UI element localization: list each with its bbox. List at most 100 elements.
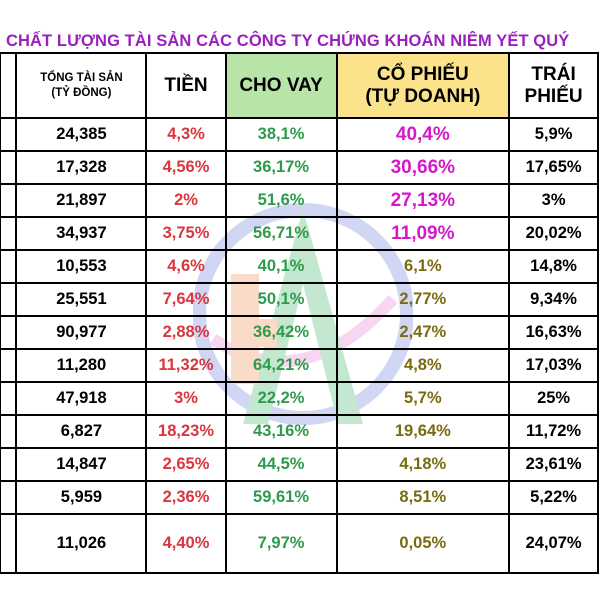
loans-cell: 38,1%: [224, 117, 338, 152]
table-row: 17,328 4,56% 36,17% 30,66% 17,65%: [0, 150, 599, 185]
bonds-cell: 9,34%: [508, 282, 599, 317]
table-row: 47,918 3% 22,2% 5,7% 25%: [0, 381, 599, 416]
total-assets-cell: 5,959: [15, 480, 148, 515]
bonds-cell: 5,9%: [508, 117, 599, 152]
total-assets-cell: 10,553: [15, 249, 148, 284]
loans-cell: 22,2%: [224, 381, 338, 416]
total-assets-cell: 25,551: [15, 282, 148, 317]
loans-cell: 51,6%: [224, 183, 338, 218]
cash-cell: 3,75%: [145, 216, 227, 251]
table-row: 21,897 2% 51,6% 27,13% 3%: [0, 183, 599, 218]
company-cell: [0, 183, 18, 218]
stocks-cell: 2,77%: [335, 282, 511, 317]
cash-cell: 11,32%: [145, 348, 227, 383]
stocks-cell: 19,64%: [335, 414, 511, 449]
loans-cell: 40,1%: [224, 249, 338, 284]
bonds-cell: 24,07%: [508, 513, 599, 574]
table-row: 90,977 2,88% 36,42% 2,47% 16,63%: [0, 315, 599, 350]
bonds-cell: 17,03%: [508, 348, 599, 383]
cash-cell: 7,64%: [145, 282, 227, 317]
loans-cell: 36,17%: [224, 150, 338, 185]
bonds-cell: 14,8%: [508, 249, 599, 284]
company-cell: [0, 513, 18, 574]
header-total-assets: TỔNG TÀI SẢN (TỶ ĐỒNG): [15, 52, 148, 119]
table-header-row: TỔNG TÀI SẢN (TỶ ĐỒNG) TIỀN CHO VAY CỔ PH…: [0, 52, 599, 119]
loans-cell: 59,61%: [224, 480, 338, 515]
total-assets-cell: 14,847: [15, 447, 148, 482]
stocks-cell: 0,05%: [335, 513, 511, 574]
table-row: 5,959 2,36% 59,61% 8,51% 5,22%: [0, 480, 599, 515]
cash-cell: 2,65%: [145, 447, 227, 482]
total-assets-cell: 34,937: [15, 216, 148, 251]
total-assets-cell: 47,918: [15, 381, 148, 416]
company-cell: [0, 414, 18, 449]
bonds-cell: 20,02%: [508, 216, 599, 251]
bonds-cell: 16,63%: [508, 315, 599, 350]
company-cell: [0, 117, 18, 152]
table-row: 10,553 4,6% 40,1% 6,1% 14,8%: [0, 249, 599, 284]
cash-cell: 4,3%: [145, 117, 227, 152]
bonds-cell: 5,22%: [508, 480, 599, 515]
total-assets-cell: 17,328: [15, 150, 148, 185]
stocks-cell: 11,09%: [335, 216, 511, 251]
company-cell: [0, 315, 18, 350]
table-row: 24,385 4,3% 38,1% 40,4% 5,9%: [0, 117, 599, 152]
loans-cell: 44,5%: [224, 447, 338, 482]
header-cash: TIỀN: [145, 52, 227, 119]
asset-quality-table: TỔNG TÀI SẢN (TỶ ĐỒNG) TIỀN CHO VAY CỔ PH…: [0, 52, 599, 574]
loans-cell: 43,16%: [224, 414, 338, 449]
header-company: [0, 52, 18, 119]
stocks-cell: 40,4%: [335, 117, 511, 152]
cash-cell: 4,56%: [145, 150, 227, 185]
total-assets-cell: 24,385: [15, 117, 148, 152]
company-cell: [0, 150, 18, 185]
total-assets-cell: 6,827: [15, 414, 148, 449]
loans-cell: 50,1%: [224, 282, 338, 317]
table-row: 25,551 7,64% 50,1% 2,77% 9,34%: [0, 282, 599, 317]
table-row: 6,827 18,23% 43,16% 19,64% 11,72%: [0, 414, 599, 449]
company-cell: [0, 348, 18, 383]
cash-cell: 2,88%: [145, 315, 227, 350]
cash-cell: 3%: [145, 381, 227, 416]
company-cell: [0, 381, 18, 416]
total-assets-cell: 11,026: [15, 513, 148, 574]
stocks-cell: 30,66%: [335, 150, 511, 185]
loans-cell: 56,71%: [224, 216, 338, 251]
stocks-cell: 2,47%: [335, 315, 511, 350]
loans-cell: 36,42%: [224, 315, 338, 350]
table-row: 34,937 3,75% 56,71% 11,09% 20,02%: [0, 216, 599, 251]
cash-cell: 2%: [145, 183, 227, 218]
total-assets-cell: 90,977: [15, 315, 148, 350]
header-loans: CHO VAY: [224, 52, 338, 119]
bonds-cell: 17,65%: [508, 150, 599, 185]
stocks-cell: 6,1%: [335, 249, 511, 284]
total-assets-cell: 11,280: [15, 348, 148, 383]
stocks-cell: 4,18%: [335, 447, 511, 482]
loans-cell: 64,21%: [224, 348, 338, 383]
header-stocks: CỔ PHIẾU (TỰ DOANH): [335, 52, 511, 119]
cash-cell: 18,23%: [145, 414, 227, 449]
bonds-cell: 11,72%: [508, 414, 599, 449]
stocks-cell: 27,13%: [335, 183, 511, 218]
bonds-cell: 25%: [508, 381, 599, 416]
cash-cell: 4,40%: [145, 513, 227, 574]
stocks-cell: 4,8%: [335, 348, 511, 383]
company-cell: [0, 447, 18, 482]
table-row: 11,026 4,40% 7,97% 0,05% 24,07%: [0, 513, 599, 574]
stocks-cell: 5,7%: [335, 381, 511, 416]
company-cell: [0, 216, 18, 251]
page-title: CHẤT LƯỢNG TÀI SẢN CÁC CÔNG TY CHỨNG KHO…: [6, 32, 570, 50]
stocks-cell: 8,51%: [335, 480, 511, 515]
cash-cell: 4,6%: [145, 249, 227, 284]
bonds-cell: 23,61%: [508, 447, 599, 482]
header-bonds: TRÁI PHIẾU: [508, 52, 599, 119]
company-cell: [0, 480, 18, 515]
bonds-cell: 3%: [508, 183, 599, 218]
total-assets-cell: 21,897: [15, 183, 148, 218]
cash-cell: 2,36%: [145, 480, 227, 515]
table-row: 14,847 2,65% 44,5% 4,18% 23,61%: [0, 447, 599, 482]
company-cell: [0, 249, 18, 284]
company-cell: [0, 282, 18, 317]
loans-cell: 7,97%: [224, 513, 338, 574]
table-row: 11,280 11,32% 64,21% 4,8% 17,03%: [0, 348, 599, 383]
